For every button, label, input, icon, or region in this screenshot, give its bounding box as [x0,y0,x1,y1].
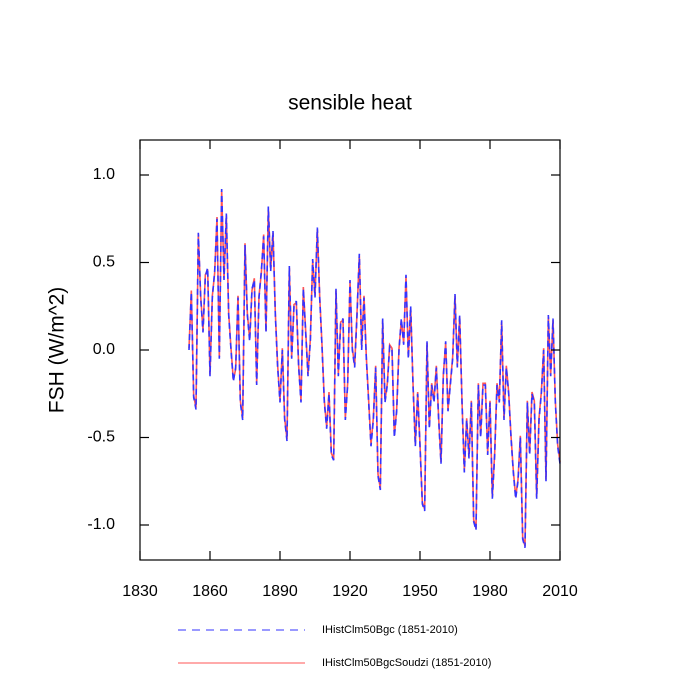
x-tick-label: 1950 [402,583,438,600]
y-axis-label: FSH (W/m^2) [46,287,69,414]
y-tick-label: 0.0 [93,341,115,358]
y-tick-label: 0.5 [93,254,115,271]
x-tick-label: 1860 [192,583,228,600]
x-tick-label: 1830 [122,583,158,600]
x-tick-label: 1920 [332,583,368,600]
y-tick-label: -0.5 [87,429,115,446]
chart-title: sensible heat [288,92,412,115]
data-line [188,188,561,548]
x-tick-label: 1980 [472,583,508,600]
y-tick-label: 1.0 [93,166,115,183]
y-tick-label: -1.0 [87,516,115,533]
legend-label: IHistClm50BgcSoudzi (1851-2010) [322,657,491,669]
x-tick-label: 1890 [262,583,298,600]
legend-label: IHistClm50Bgc (1851-2010) [322,624,458,636]
x-tick-label: 2010 [542,583,578,600]
